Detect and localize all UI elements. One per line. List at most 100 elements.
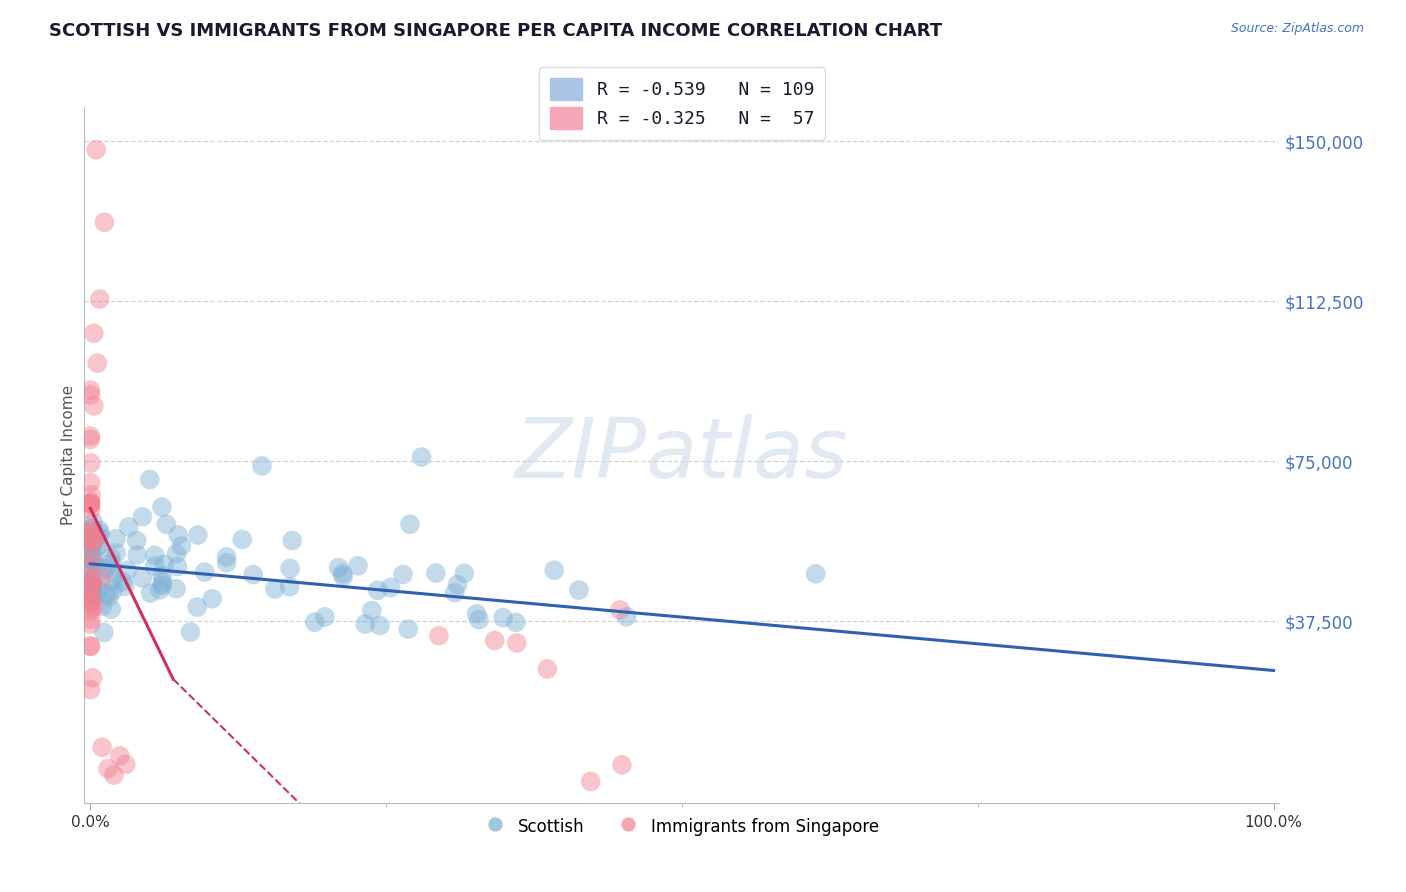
Point	[87, 540, 110, 554]
Point	[80, 589, 103, 603]
Point	[139, 586, 162, 600]
Point	[231, 533, 253, 547]
Point	[100, 556, 122, 570]
Point	[80, 586, 103, 600]
Point	[616, 609, 638, 624]
Point	[83, 533, 105, 547]
Point	[80, 603, 103, 617]
Point	[83, 569, 105, 583]
Point	[79, 639, 101, 653]
Point	[242, 567, 264, 582]
Point	[89, 292, 111, 306]
Point	[278, 561, 301, 575]
Point	[80, 539, 103, 553]
Point	[101, 574, 124, 588]
Point	[80, 456, 103, 470]
Point	[91, 740, 114, 755]
Point	[215, 556, 238, 570]
Point	[155, 517, 177, 532]
Point	[100, 602, 122, 616]
Point	[80, 554, 103, 568]
Point	[79, 433, 101, 447]
Point	[80, 503, 103, 517]
Point	[103, 768, 125, 782]
Point	[332, 569, 354, 583]
Point	[125, 548, 148, 562]
Point	[396, 622, 419, 636]
Point	[392, 567, 415, 582]
Point	[79, 383, 101, 397]
Point	[80, 612, 103, 626]
Point	[114, 579, 136, 593]
Point	[186, 599, 208, 614]
Point	[79, 522, 101, 536]
Point	[87, 582, 110, 596]
Point	[187, 528, 209, 542]
Point	[79, 535, 101, 549]
Point	[111, 574, 134, 589]
Point	[201, 591, 224, 606]
Point	[80, 522, 103, 536]
Point	[80, 589, 103, 603]
Point	[79, 524, 101, 538]
Point	[263, 582, 285, 596]
Point	[804, 566, 827, 581]
Point	[82, 576, 104, 591]
Point	[83, 399, 105, 413]
Point	[86, 356, 108, 370]
Point	[138, 473, 160, 487]
Point	[79, 429, 101, 443]
Point	[80, 561, 103, 575]
Point	[79, 496, 101, 510]
Point	[86, 540, 108, 554]
Point	[150, 578, 173, 592]
Point	[79, 640, 101, 654]
Point	[79, 589, 101, 603]
Point	[80, 577, 103, 591]
Point	[278, 580, 301, 594]
Point	[80, 538, 103, 552]
Point	[83, 326, 105, 341]
Point	[79, 593, 101, 607]
Point	[179, 625, 201, 640]
Point	[80, 574, 103, 589]
Point	[446, 577, 468, 591]
Point	[143, 549, 166, 563]
Point	[152, 575, 174, 590]
Point	[484, 633, 506, 648]
Point	[118, 520, 141, 534]
Point	[328, 560, 350, 574]
Point	[80, 530, 103, 544]
Legend: Scottish, Immigrants from Singapore: Scottish, Immigrants from Singapore	[478, 810, 886, 843]
Point	[89, 526, 111, 541]
Point	[166, 547, 188, 561]
Point	[93, 625, 115, 640]
Point	[610, 757, 633, 772]
Point	[114, 757, 136, 772]
Point	[101, 583, 124, 598]
Point	[281, 533, 304, 548]
Point	[84, 590, 107, 604]
Point	[80, 549, 103, 563]
Point	[131, 571, 153, 585]
Point	[90, 571, 112, 585]
Point	[170, 539, 193, 553]
Point	[125, 533, 148, 548]
Point	[167, 528, 190, 542]
Point	[84, 143, 107, 157]
Point	[97, 762, 120, 776]
Point	[82, 576, 104, 591]
Point	[105, 532, 128, 546]
Point	[314, 610, 336, 624]
Point	[83, 599, 105, 614]
Point	[82, 515, 104, 529]
Point	[150, 568, 173, 582]
Point	[543, 563, 565, 577]
Point	[579, 774, 602, 789]
Point	[84, 558, 107, 573]
Point	[79, 497, 101, 511]
Point	[89, 524, 111, 538]
Point	[492, 610, 515, 624]
Point	[100, 550, 122, 565]
Point	[83, 533, 105, 548]
